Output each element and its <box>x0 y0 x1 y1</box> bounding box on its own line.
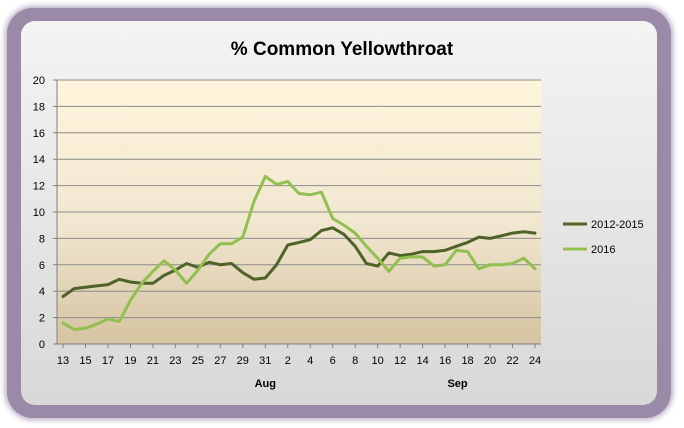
x-tick-label: 13 <box>57 355 69 367</box>
y-tick-label: 10 <box>33 207 45 219</box>
y-tick-label: 6 <box>39 260 45 272</box>
x-tick-label: 6 <box>330 355 336 367</box>
y-tick-label: 14 <box>33 154 45 166</box>
x-tick-label: 16 <box>439 355 451 367</box>
gridlines <box>53 79 541 345</box>
y-tick-label: 12 <box>33 181 45 193</box>
x-tick-label: 24 <box>529 355 541 367</box>
x-tick-label: 29 <box>237 355 249 367</box>
x-tick-label: 18 <box>461 355 473 367</box>
x-tick-labels: 13 15 17 19 21 23 25 27 29 31 2 4 6 8 10 12 14 16 18 20 22 24 <box>57 355 541 367</box>
x-tick-label: 23 <box>169 355 181 367</box>
x-tick-label: 22 <box>506 355 518 367</box>
legend-label: 2016 <box>591 244 615 256</box>
x-tick-label: 27 <box>214 355 226 367</box>
chart-title: % Common Yellowthroat <box>231 39 454 60</box>
x-tick-label: 12 <box>394 355 406 367</box>
y-tick-label: 4 <box>39 286 45 298</box>
y-tick-label: 8 <box>39 233 45 245</box>
x-tick-label: 21 <box>147 355 159 367</box>
month-labels: Aug Sep <box>255 378 468 390</box>
month-label: Sep <box>447 378 467 390</box>
series-line-2016 <box>61 174 537 331</box>
x-tick-label: 25 <box>192 355 204 367</box>
x-tick-label: 10 <box>372 355 384 367</box>
axes <box>56 80 541 348</box>
y-tick-label: 2 <box>39 313 45 325</box>
x-tick-label: 19 <box>124 355 136 367</box>
x-tick-label: 14 <box>416 355 428 367</box>
y-tick-label: 16 <box>33 128 45 140</box>
series-lines <box>61 174 537 331</box>
x-tick-label: 20 <box>484 355 496 367</box>
y-tick-label: 18 <box>33 101 45 113</box>
x-tick-label: 31 <box>259 355 271 367</box>
x-tick-label: 8 <box>352 355 358 367</box>
x-tick-label: 4 <box>307 355 313 367</box>
y-tick-label: 20 <box>33 75 45 87</box>
y-tick-labels: 0 2 4 6 8 10 12 14 16 18 20 <box>33 75 45 351</box>
x-tick-label: 15 <box>79 355 91 367</box>
month-label: Aug <box>255 378 276 390</box>
legend-label: 2012-2015 <box>591 219 644 231</box>
y-tick-label: 0 <box>39 339 45 351</box>
x-tick-label: 2 <box>285 355 291 367</box>
legend: 2012-2015 2016 <box>563 219 644 256</box>
x-tick-label: 17 <box>102 355 114 367</box>
